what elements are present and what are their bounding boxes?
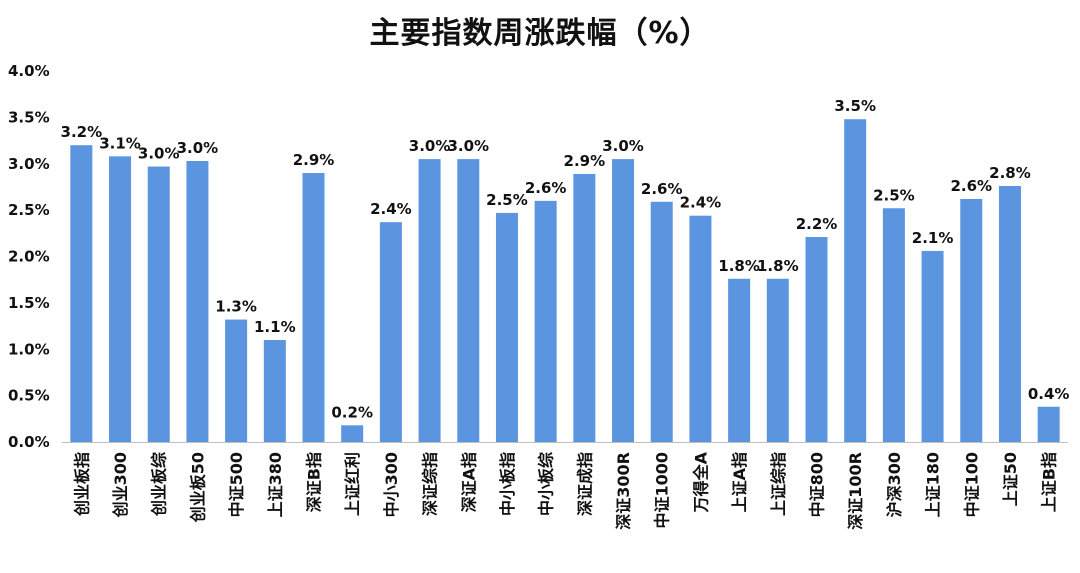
y-tick-label: 3.0% [8,155,50,173]
data-label: 3.5% [834,97,876,115]
data-label: 2.6% [525,179,567,197]
x-tick-label: 中证100 [962,452,981,517]
x-tick-label: 上证50 [1001,452,1020,506]
x-tick-label: 中证1000 [653,452,672,529]
y-tick-label: 1.5% [8,294,50,312]
bar [844,119,867,442]
data-label: 2.9% [293,151,335,169]
bar [186,160,209,442]
x-tick-label: 万得全A [691,451,710,513]
bar [225,319,248,442]
x-tick-label: 上证A指 [730,452,749,512]
bar [379,222,402,442]
y-tick-label: 0.0% [8,433,50,451]
bar [302,173,325,442]
data-label: 3.0% [409,137,451,155]
bar [457,159,480,443]
data-label: 2.4% [680,194,722,212]
chart-title: 主要指数周涨跌幅（%） [369,16,711,51]
x-tick-label: 中小板指 [498,452,517,516]
x-tick-label: 中小300 [382,452,401,517]
x-tick-label: 上证红利 [343,452,362,516]
y-tick-label: 2.5% [8,201,50,219]
data-label: 3.0% [177,139,219,157]
data-label: 2.8% [989,164,1031,182]
bar [921,250,944,442]
x-tick-label: 沪深300 [885,452,904,517]
data-label: 3.0% [602,137,644,155]
x-tick-label: 深证300R [614,452,633,530]
x-tick-label: 中证800 [808,452,827,517]
bar [495,212,518,442]
bar [534,200,557,442]
bar [650,201,673,442]
bar [612,159,635,443]
bar [418,159,441,443]
x-tick-label: 上证180 [924,452,943,517]
y-tick-label: 0.5% [8,387,50,405]
data-label: 1.3% [215,298,257,316]
bar [766,278,789,442]
bar [998,186,1021,442]
y-tick-label: 2.0% [8,248,50,266]
bar [728,278,751,442]
x-tick-label: 深证成指 [575,452,594,516]
x-tick-label: 中证500 [227,452,246,517]
x-tick-label: 上证综指 [769,452,788,516]
data-label: 2.5% [873,186,915,204]
data-label: 2.1% [912,229,954,247]
y-tick-label: 3.5% [8,108,50,126]
x-tick-label: 上证380 [266,452,285,517]
x-tick-label: 中小板综 [537,452,556,516]
bar [70,145,93,442]
data-label: 0.4% [1028,385,1070,403]
bar [689,215,712,442]
y-tick-label: 4.0% [8,62,50,80]
bar [882,208,905,442]
x-tick-label: 深证综指 [421,452,440,516]
bar [147,166,170,442]
bar [573,173,596,442]
x-tick-label: 深证B指 [305,452,324,512]
data-label: 2.5% [486,191,528,209]
data-label: 2.9% [564,152,606,170]
bar [1037,406,1060,442]
x-tick-label: 创业300 [111,452,130,518]
data-label: 2.4% [370,200,412,218]
data-label: 3.2% [61,123,103,141]
x-tick-label: 创业板50 [188,452,207,523]
x-tick-label: 创业板综 [150,452,169,517]
y-tick-label: 1.0% [8,340,50,358]
data-label: 1.8% [718,257,760,275]
x-tick-label: 深证100R [846,452,865,530]
data-label: 2.6% [950,177,992,195]
data-label: 3.0% [138,145,180,163]
data-label: 2.2% [796,215,838,233]
data-label: 3.0% [447,137,489,155]
bar [109,156,132,442]
bar [263,339,286,442]
bar [805,237,828,442]
bar [341,425,364,442]
data-label: 2.6% [641,180,683,198]
data-label: 1.1% [254,318,296,336]
x-tick-label: 创业板指 [72,452,91,517]
data-label: 1.8% [757,257,799,275]
bar [960,198,983,442]
x-tick-label: 上证B指 [1040,452,1059,512]
data-label: 3.1% [99,134,141,152]
data-label: 0.2% [331,403,373,421]
x-tick-label: 深证A指 [459,452,478,512]
